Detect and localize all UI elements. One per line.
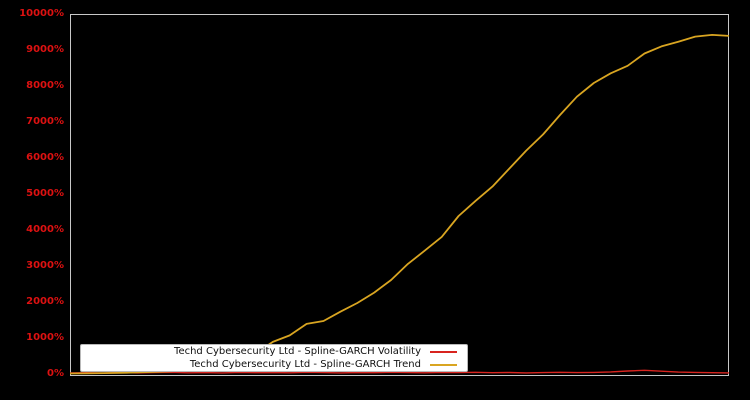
y-tick-label: 1000%: [26, 331, 64, 343]
y-tick-label: 5000%: [26, 187, 64, 199]
legend: Techd Cybersecurity Ltd - Spline-GARCH V…: [80, 344, 468, 372]
y-tick-label: 0%: [47, 367, 64, 379]
trend-line: [69, 34, 730, 375]
legend-label-volatility: Techd Cybersecurity Ltd - Spline-GARCH V…: [174, 346, 421, 357]
y-tick-label: 10000%: [19, 8, 64, 19]
trend-line-swatch: [430, 363, 457, 366]
volatility-line-swatch: [430, 350, 457, 353]
y-tick-label: 3000%: [26, 259, 64, 271]
y-tick-label: 6000%: [26, 151, 64, 163]
y-tick-label: 9000%: [26, 43, 64, 55]
legend-entry-volatility: Techd Cybersecurity Ltd - Spline-GARCH V…: [81, 345, 457, 358]
y-tick-label: 8000%: [26, 79, 64, 91]
plot-border: [70, 14, 729, 376]
y-tick-label: 2000%: [26, 295, 64, 307]
y-tick-label: 7000%: [26, 115, 64, 127]
volatility-line: [69, 369, 730, 374]
y-tick-label: 4000%: [26, 223, 64, 235]
legend-entry-trend: Techd Cybersecurity Ltd - Spline-GARCH T…: [81, 358, 457, 371]
legend-label-trend: Techd Cybersecurity Ltd - Spline-GARCH T…: [189, 359, 421, 370]
